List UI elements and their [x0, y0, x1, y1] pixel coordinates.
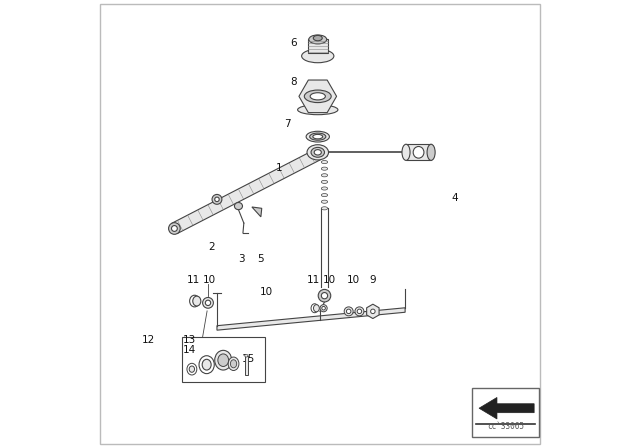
Text: 12: 12: [142, 335, 156, 345]
Ellipse shape: [402, 144, 410, 160]
Polygon shape: [172, 149, 321, 234]
Ellipse shape: [322, 306, 325, 310]
Ellipse shape: [321, 207, 328, 210]
Ellipse shape: [321, 160, 328, 164]
Ellipse shape: [215, 350, 232, 370]
Polygon shape: [252, 207, 262, 217]
Ellipse shape: [234, 202, 243, 210]
Ellipse shape: [355, 307, 364, 316]
Ellipse shape: [320, 305, 327, 312]
Ellipse shape: [357, 309, 362, 314]
Ellipse shape: [311, 304, 318, 313]
Ellipse shape: [205, 300, 211, 306]
FancyBboxPatch shape: [406, 144, 431, 160]
Ellipse shape: [298, 105, 338, 115]
Text: 2: 2: [208, 242, 215, 252]
Ellipse shape: [172, 226, 177, 232]
Ellipse shape: [310, 93, 325, 100]
Ellipse shape: [193, 296, 201, 306]
Polygon shape: [217, 308, 405, 330]
Ellipse shape: [203, 297, 213, 308]
Ellipse shape: [307, 145, 328, 160]
FancyBboxPatch shape: [472, 388, 539, 437]
Ellipse shape: [310, 133, 326, 140]
Text: 4: 4: [451, 193, 458, 203]
Text: 7: 7: [284, 119, 291, 129]
Text: 5: 5: [257, 254, 264, 264]
Ellipse shape: [215, 197, 220, 202]
Text: 8: 8: [290, 77, 296, 86]
Ellipse shape: [321, 187, 328, 190]
Ellipse shape: [187, 363, 197, 375]
Ellipse shape: [321, 154, 328, 157]
Text: 11: 11: [307, 275, 321, 285]
Ellipse shape: [427, 144, 435, 160]
Ellipse shape: [413, 146, 424, 158]
Polygon shape: [479, 397, 534, 419]
Ellipse shape: [371, 309, 375, 314]
Ellipse shape: [321, 200, 328, 203]
Text: 14: 14: [182, 345, 196, 355]
Ellipse shape: [314, 150, 321, 155]
Ellipse shape: [305, 90, 332, 103]
Text: 3: 3: [238, 254, 245, 264]
Ellipse shape: [318, 289, 331, 302]
Ellipse shape: [244, 354, 248, 357]
Ellipse shape: [189, 295, 200, 307]
Ellipse shape: [311, 147, 324, 157]
Text: 10: 10: [323, 275, 335, 285]
Ellipse shape: [313, 134, 323, 139]
Text: 10: 10: [260, 287, 273, 297]
Ellipse shape: [321, 180, 328, 184]
Ellipse shape: [306, 131, 330, 142]
Ellipse shape: [321, 167, 328, 170]
Ellipse shape: [212, 194, 222, 204]
Text: 10: 10: [347, 275, 360, 285]
Ellipse shape: [301, 49, 334, 63]
Ellipse shape: [321, 174, 328, 177]
Text: 6: 6: [290, 38, 296, 47]
Ellipse shape: [321, 293, 328, 299]
Ellipse shape: [199, 356, 214, 374]
Text: 9: 9: [369, 275, 376, 285]
Ellipse shape: [321, 194, 328, 197]
Text: 11: 11: [187, 275, 200, 285]
FancyBboxPatch shape: [244, 356, 248, 375]
Text: cc`33065: cc`33065: [487, 422, 524, 431]
FancyBboxPatch shape: [308, 39, 328, 53]
Text: 13: 13: [182, 336, 196, 345]
Ellipse shape: [314, 35, 323, 41]
Text: 10: 10: [202, 275, 216, 285]
Ellipse shape: [218, 354, 228, 366]
Ellipse shape: [344, 307, 353, 316]
Ellipse shape: [202, 359, 211, 370]
Text: 15: 15: [242, 354, 255, 364]
Ellipse shape: [314, 305, 319, 312]
Ellipse shape: [189, 366, 195, 372]
Ellipse shape: [309, 35, 327, 44]
Ellipse shape: [230, 360, 237, 368]
Text: 1: 1: [275, 163, 282, 173]
Ellipse shape: [228, 357, 239, 370]
Ellipse shape: [168, 223, 180, 234]
Ellipse shape: [346, 309, 351, 314]
